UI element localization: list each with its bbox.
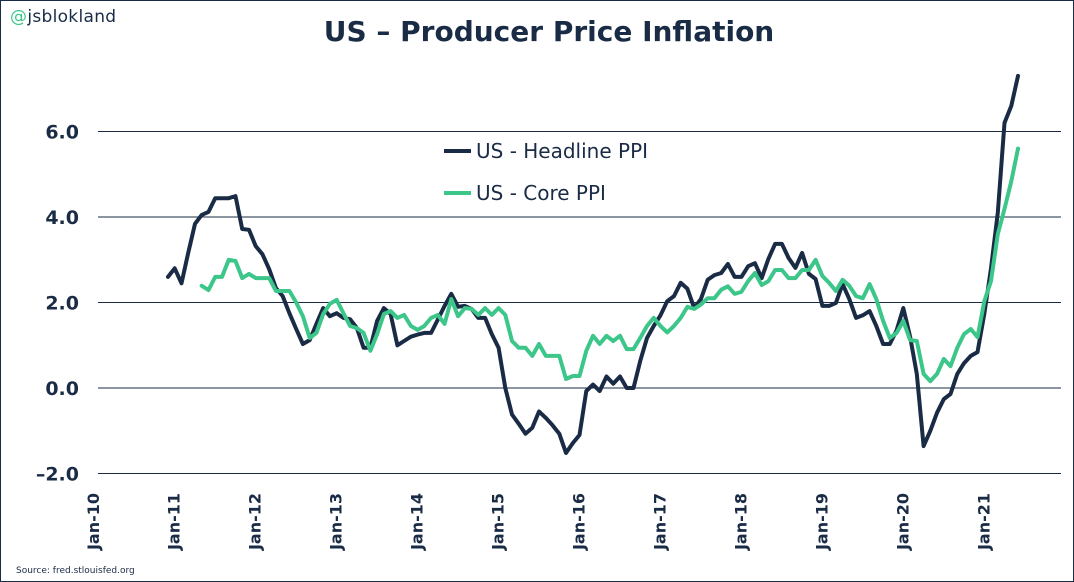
headline-ppi-line	[166, 73, 1020, 455]
x-tick-label: Jan-21	[974, 493, 993, 551]
chart-title: US – Producer Price Inflation	[323, 15, 775, 48]
y-tick-label: 2.0	[45, 293, 79, 315]
y-tick-label: –2.0	[36, 464, 79, 486]
x-tick-label: Jan-15	[489, 493, 508, 551]
handle-at: @	[10, 7, 28, 27]
core-ppi-line	[199, 146, 1020, 384]
x-tick-label: Jan-14	[408, 493, 427, 551]
x-tick-label: Jan-10	[84, 493, 103, 551]
y-tick-label: 0.0	[45, 378, 79, 400]
legend-label: US - Headline PPI	[476, 139, 648, 163]
x-tick-label: Jan-16	[570, 493, 589, 551]
x-tick-label: Jan-18	[731, 493, 750, 551]
x-tick-label: Jan-11	[165, 493, 184, 551]
author-handle: @jsblokland	[10, 7, 116, 27]
x-tick-label: Jan-17	[650, 493, 669, 551]
x-tick-label: Jan-20	[893, 493, 912, 551]
y-tick-label: 4.0	[45, 207, 79, 229]
source-note: Source: fred.stlouisfed.org	[16, 566, 135, 576]
x-tick-label: Jan-12	[246, 493, 265, 551]
x-tick-label: Jan-19	[812, 493, 831, 551]
legend-label: US - Core PPI	[476, 181, 606, 205]
x-tick-label: Jan-13	[327, 493, 346, 551]
y-tick-label: 6.0	[45, 122, 79, 144]
handle-name: jsblokland	[27, 7, 117, 27]
